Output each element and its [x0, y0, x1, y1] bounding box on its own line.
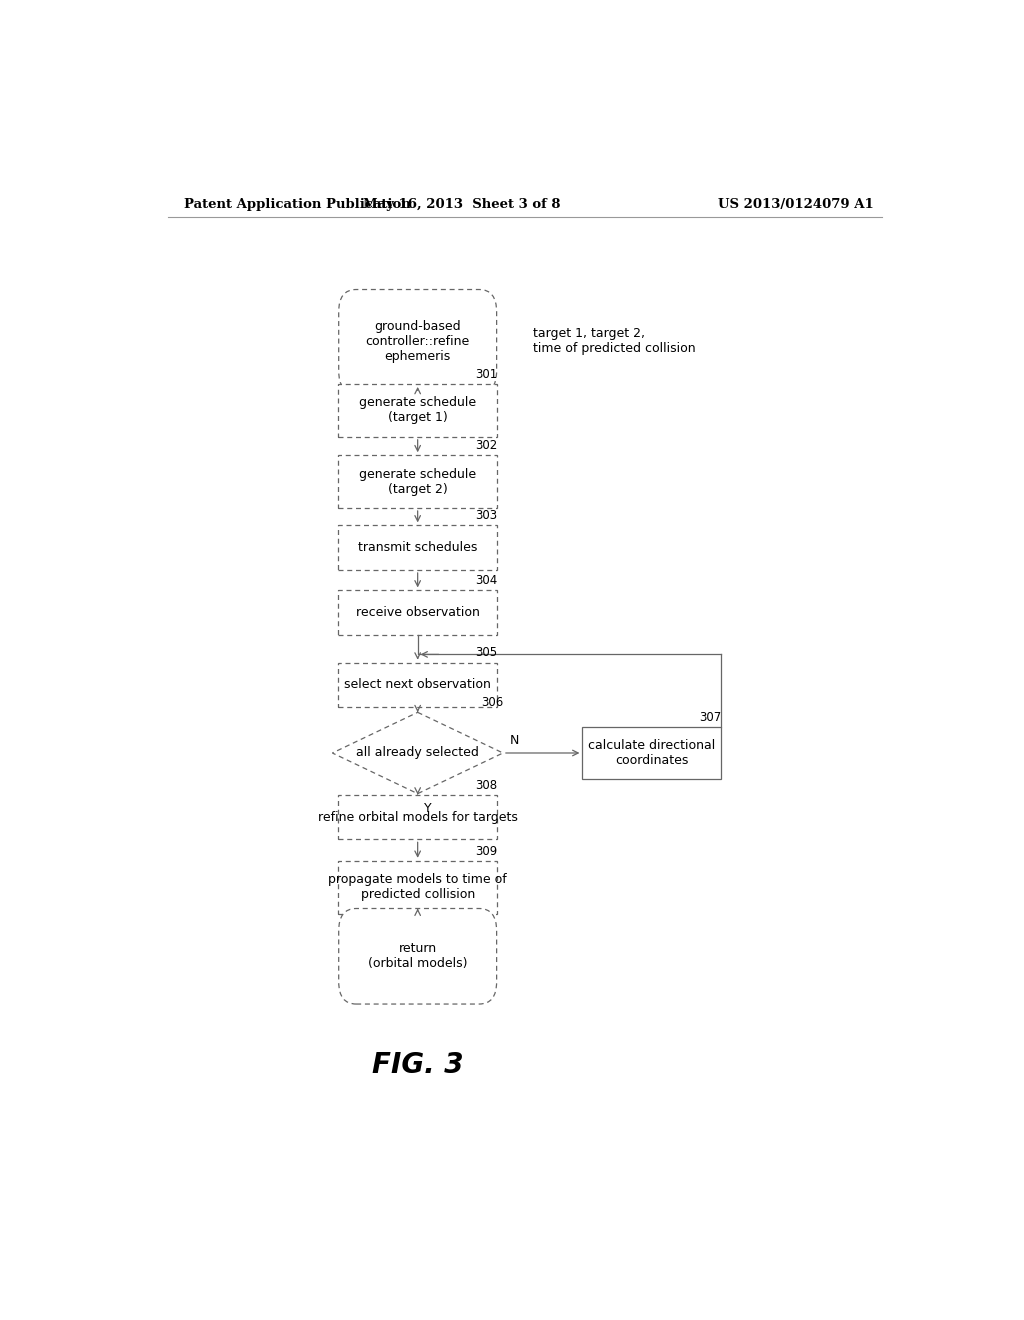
- Text: calculate directional
coordinates: calculate directional coordinates: [588, 739, 716, 767]
- FancyBboxPatch shape: [338, 795, 497, 840]
- Text: Y: Y: [424, 801, 432, 814]
- FancyBboxPatch shape: [338, 455, 497, 508]
- Text: 305: 305: [475, 647, 497, 660]
- Text: FIG. 3: FIG. 3: [372, 1051, 464, 1078]
- Text: 301: 301: [475, 368, 497, 381]
- Text: transmit schedules: transmit schedules: [358, 541, 477, 554]
- Text: generate schedule
(target 2): generate schedule (target 2): [359, 467, 476, 495]
- Text: May 16, 2013  Sheet 3 of 8: May 16, 2013 Sheet 3 of 8: [362, 198, 560, 211]
- Text: select next observation: select next observation: [344, 678, 492, 692]
- FancyBboxPatch shape: [339, 908, 497, 1005]
- Text: propagate models to time of
predicted collision: propagate models to time of predicted co…: [329, 873, 507, 902]
- Polygon shape: [333, 713, 503, 793]
- Text: all already selected: all already selected: [356, 747, 479, 759]
- FancyBboxPatch shape: [339, 289, 497, 393]
- Text: Patent Application Publication: Patent Application Publication: [183, 198, 411, 211]
- Text: receive observation: receive observation: [355, 606, 479, 619]
- Text: 303: 303: [475, 510, 497, 523]
- Text: 309: 309: [475, 845, 497, 858]
- FancyBboxPatch shape: [338, 525, 497, 570]
- FancyBboxPatch shape: [338, 861, 497, 913]
- FancyBboxPatch shape: [338, 663, 497, 708]
- Text: return
(orbital models): return (orbital models): [368, 942, 467, 970]
- Text: 308: 308: [475, 779, 497, 792]
- FancyBboxPatch shape: [338, 384, 497, 437]
- Text: 306: 306: [480, 696, 503, 709]
- FancyBboxPatch shape: [338, 590, 497, 635]
- Text: target 1, target 2,
time of predicted collision: target 1, target 2, time of predicted co…: [532, 327, 695, 355]
- Text: generate schedule
(target 1): generate schedule (target 1): [359, 396, 476, 425]
- Text: ground-based
controller::refine
ephemeris: ground-based controller::refine ephemeri…: [366, 319, 470, 363]
- FancyBboxPatch shape: [583, 726, 721, 779]
- Text: 307: 307: [699, 710, 721, 723]
- Text: 302: 302: [475, 440, 497, 453]
- Text: N: N: [509, 734, 519, 747]
- Text: 304: 304: [475, 574, 497, 587]
- Text: refine orbital models for targets: refine orbital models for targets: [317, 810, 517, 824]
- Text: US 2013/0124079 A1: US 2013/0124079 A1: [718, 198, 873, 211]
